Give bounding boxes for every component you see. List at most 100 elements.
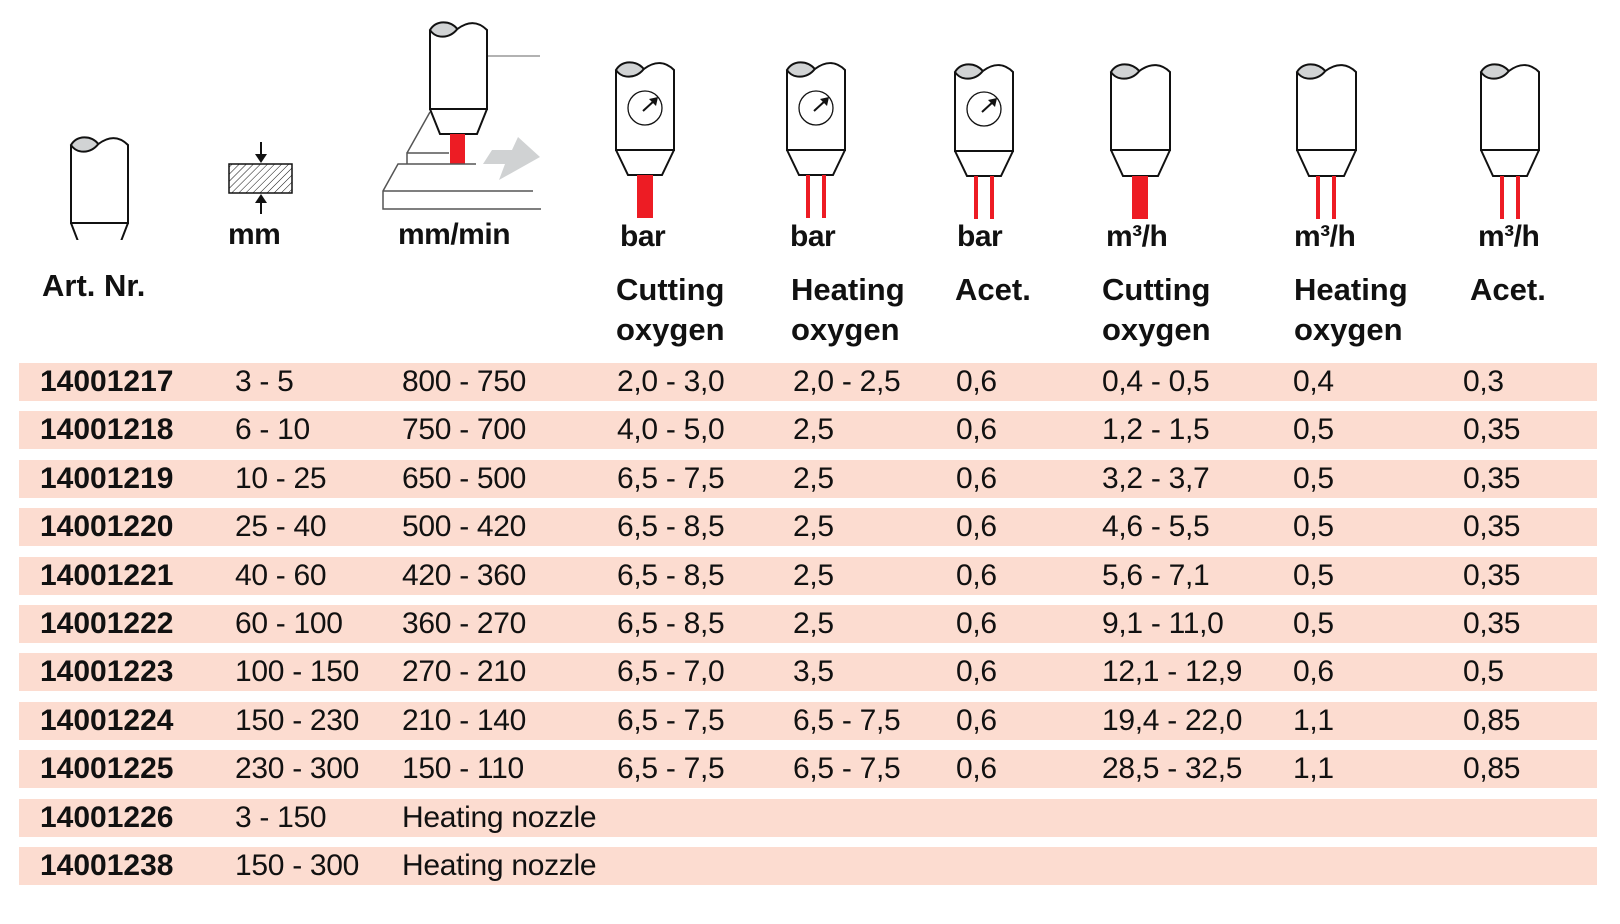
cell-cutting-speed: Heating nozzle <box>402 849 597 882</box>
cell-thickness: 230 - 300 <box>235 752 360 786</box>
header-acet-flow-unit: m³/h <box>1478 220 1540 253</box>
cell-cutting-speed: 150 - 110 <box>402 752 524 786</box>
cell-cutting-speed: 270 - 210 <box>402 655 527 689</box>
cell-cutting-oxygen-bar: 4,0 - 5,0 <box>617 413 725 447</box>
cell-thickness: 3 - 150 <box>235 800 327 834</box>
cell-cutting-oxygen-bar: 6,5 - 7,5 <box>617 461 725 495</box>
cell-acet-bar: 0,6 <box>956 607 997 640</box>
table-row: 14001238 150 - 300 Heating nozzle <box>19 847 1597 885</box>
cell-cutting-oxygen-bar: 6,5 - 7,5 <box>617 752 725 786</box>
header-acet-bar-label1: Acet. <box>955 272 1031 307</box>
cell-acet-bar: 0,6 <box>956 752 997 786</box>
header-cutting-oxygen-bar-unit: bar <box>620 220 666 253</box>
cell-heating-oxygen-bar: 2,5 <box>793 413 834 447</box>
cell-cutting-oxygen-flow: 1,2 - 1,5 <box>1102 413 1210 447</box>
cell-cutting-oxygen-flow: 0,4 - 0,5 <box>1102 365 1210 398</box>
table-row: 14001217 3 - 5 800 - 750 2,0 - 3,0 2,0 - 2,5… <box>19 363 1597 401</box>
cell-heating-oxygen-flow: 0,4 <box>1293 365 1334 398</box>
header-cutting-oxygen-flow-label2: oxygen <box>1102 312 1211 347</box>
cell-thickness: 60 - 100 <box>235 607 343 640</box>
cell-art-nr: 14001238 <box>40 849 174 882</box>
cell-art-nr: 14001221 <box>40 558 174 592</box>
cell-cutting-speed: 650 - 500 <box>402 461 527 495</box>
cell-heating-oxygen-flow: 1,1 <box>1293 752 1334 786</box>
header-acet-flow-label1: Acet. <box>1470 272 1546 307</box>
cutting-speed-icon <box>382 21 541 210</box>
cell-acet-flow: 0,85 <box>1463 752 1521 786</box>
cell-cutting-oxygen-flow: 28,5 - 32,5 <box>1102 752 1243 786</box>
cell-cutting-speed: 800 - 750 <box>402 365 527 398</box>
table-row: 14001219 10 - 25 650 - 500 6,5 - 7,5 2,5 0,6 3… <box>19 459 1597 498</box>
cell-acet-flow: 0,85 <box>1463 703 1521 737</box>
cell-art-nr: 14001220 <box>40 510 174 544</box>
cell-art-nr: 14001217 <box>40 365 174 398</box>
cell-heating-oxygen-bar: 2,5 <box>793 607 834 640</box>
header-heating-oxygen-bar-label1: Heating <box>791 272 905 307</box>
cell-cutting-oxygen-flow: 19,4 - 22,0 <box>1102 703 1243 737</box>
acetylene-flow-icon <box>1479 63 1540 219</box>
cell-acet-flow: 0,35 <box>1463 510 1521 544</box>
header-cutting-oxygen-flow-label1: Cutting <box>1102 272 1211 307</box>
cell-heating-oxygen-bar: 2,0 - 2,5 <box>793 365 901 398</box>
cell-thickness: 6 - 10 <box>235 413 310 447</box>
header-art-nr: Art. Nr. <box>42 268 146 303</box>
cell-thickness: 150 - 300 <box>235 849 360 882</box>
cell-acet-flow: 0,3 <box>1463 365 1504 398</box>
cell-acet-bar: 0,6 <box>956 413 997 447</box>
cell-art-nr: 14001223 <box>40 655 174 689</box>
cell-heating-oxygen-flow: 0,5 <box>1293 461 1334 495</box>
cell-cutting-oxygen-bar: 6,5 - 8,5 <box>617 607 725 640</box>
cell-cutting-speed: 210 - 140 <box>402 703 527 737</box>
table-row: 14001222 60 - 100 360 - 270 6,5 - 8,5 2,5 0,6… <box>19 605 1597 643</box>
header-heating-oxygen-bar-label2: oxygen <box>791 312 900 347</box>
header-speed-unit: mm/min <box>398 218 511 251</box>
cutting-oxygen-pressure-icon <box>614 61 675 218</box>
cell-cutting-oxygen-bar: 2,0 - 3,0 <box>617 365 725 398</box>
cell-acet-bar: 0,6 <box>956 510 997 544</box>
cell-heating-oxygen-bar: 2,5 <box>793 461 834 495</box>
cell-heating-oxygen-flow: 1,1 <box>1293 703 1334 737</box>
cell-thickness: 150 - 230 <box>235 703 360 737</box>
header-heating-oxygen-flow-label2: oxygen <box>1294 312 1403 347</box>
cell-cutting-speed: Heating nozzle <box>402 800 597 834</box>
table-row: 14001220 25 - 40 500 - 420 6,5 - 8,5 2,5 0,6 4… <box>19 508 1597 547</box>
cell-cutting-oxygen-flow: 3,2 - 3,7 <box>1102 461 1210 495</box>
table-row: 14001223 100 - 150 270 - 210 6,5 - 7,0 3,5 0,… <box>19 653 1597 692</box>
header-heating-oxygen-bar-unit: bar <box>790 220 836 253</box>
cell-heating-oxygen-bar: 6,5 - 7,5 <box>793 703 901 737</box>
heating-oxygen-pressure-icon <box>785 61 846 218</box>
cell-heating-oxygen-flow: 0,5 <box>1293 607 1334 640</box>
cell-art-nr: 14001224 <box>40 703 174 737</box>
cell-thickness: 40 - 60 <box>235 558 327 592</box>
cell-acet-bar: 0,6 <box>956 703 997 737</box>
cell-acet-bar: 0,6 <box>956 558 997 592</box>
table-row: 14001218 6 - 10 750 - 700 4,0 - 5,0 2,5 0,6 1,… <box>19 411 1597 450</box>
acetylene-pressure-icon <box>953 63 1014 219</box>
header-icons <box>69 21 1540 240</box>
cell-heating-oxygen-bar: 3,5 <box>793 655 834 689</box>
header-heating-oxygen-flow-label1: Heating <box>1294 272 1408 307</box>
header-cutting-oxygen-bar-label1: Cutting <box>616 272 725 307</box>
header-heating-oxygen-flow-unit: m³/h <box>1294 220 1356 253</box>
cell-cutting-oxygen-bar: 6,5 - 7,5 <box>617 703 725 737</box>
cell-heating-oxygen-flow: 0,6 <box>1293 655 1334 689</box>
cell-acet-bar: 0,6 <box>956 365 997 398</box>
cell-heating-oxygen-flow: 0,5 <box>1293 558 1334 592</box>
cell-acet-flow: 0,35 <box>1463 461 1521 495</box>
cell-cutting-speed: 420 - 360 <box>402 558 527 592</box>
table-row: 14001225 230 - 300 150 - 110 6,5 - 7,5 6,5 -… <box>19 750 1597 789</box>
cell-thickness: 25 - 40 <box>235 510 327 544</box>
cell-heating-oxygen-flow: 0,5 <box>1293 510 1334 544</box>
table-row: 14001226 3 - 150 Heating nozzle <box>19 798 1597 837</box>
heating-oxygen-flow-icon <box>1295 63 1357 219</box>
cell-art-nr: 14001226 <box>40 800 174 834</box>
cell-acet-bar: 0,6 <box>956 461 997 495</box>
cell-art-nr: 14001225 <box>40 752 174 786</box>
cell-art-nr: 14001222 <box>40 607 174 640</box>
cell-cutting-oxygen-bar: 6,5 - 8,5 <box>617 510 725 544</box>
nozzle-icon <box>69 136 129 240</box>
cell-cutting-speed: 500 - 420 <box>402 510 527 544</box>
cell-thickness: 3 - 5 <box>235 365 294 398</box>
table-row: 14001224 150 - 230 210 - 140 6,5 - 7,5 6,5 -… <box>19 701 1597 740</box>
material-thickness-icon <box>228 142 293 214</box>
